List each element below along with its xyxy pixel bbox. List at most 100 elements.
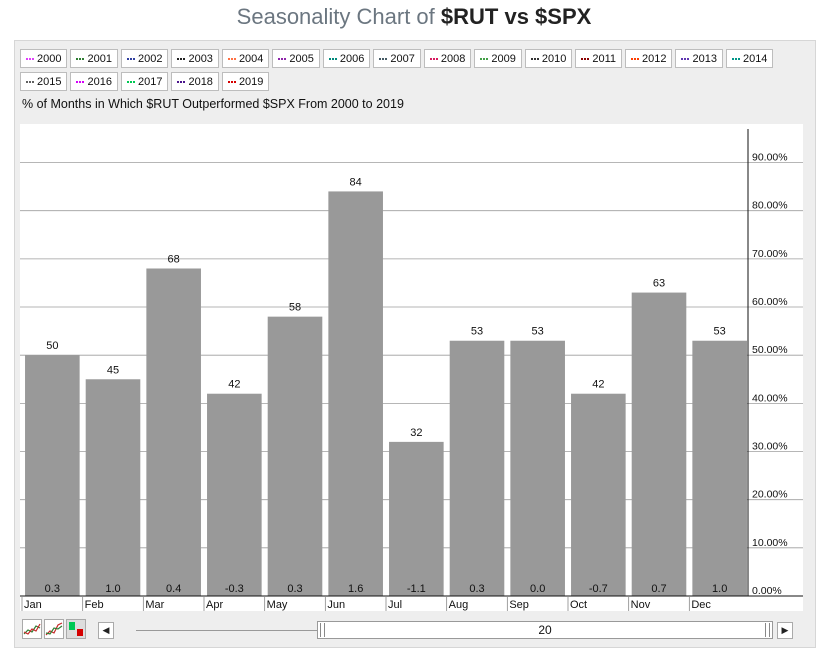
- bar-avg-label: -1.1: [407, 583, 426, 595]
- navigator-scrollbar[interactable]: 20: [317, 621, 773, 639]
- legend-swatch: [76, 73, 85, 83]
- legend-label: 2012: [641, 53, 667, 65]
- legend-item-2010[interactable]: 2010: [524, 49, 573, 68]
- bar-value-label: 42: [592, 379, 604, 391]
- legend-label: 2000: [37, 53, 62, 65]
- bar-avg-label: 1.0: [712, 583, 727, 595]
- bar-value-label: 42: [228, 379, 240, 391]
- left-handle[interactable]: [320, 623, 325, 637]
- line-chart-icon[interactable]: [22, 619, 42, 639]
- legend-item-2008[interactable]: 2008: [423, 49, 472, 68]
- title-prefix: Seasonality Chart of: [236, 4, 435, 29]
- y-tick-label: 60.00%: [752, 296, 788, 308]
- x-tick-label: Feb: [85, 599, 104, 611]
- legend-item-2019[interactable]: 2019: [221, 72, 270, 91]
- legend-item-2001[interactable]: 2001: [70, 49, 118, 68]
- bar-avg-label: -0.7: [589, 583, 608, 595]
- plot-area: 0.00% 10.00% 20.00% 30.00% 40.00% 50.00% 60.00…: [20, 124, 803, 611]
- x-tick-label: Jul: [388, 599, 402, 611]
- area-chart-icon[interactable]: [44, 619, 64, 639]
- bar-value-label: 58: [289, 302, 301, 314]
- scroll-left-button[interactable]: ◀: [98, 622, 114, 639]
- bar-avg-label: 0.7: [651, 583, 666, 595]
- legend-item-2011[interactable]: 2011: [575, 49, 622, 68]
- legend-swatch: [328, 50, 337, 60]
- legend-label: 2004: [238, 53, 264, 65]
- legend-swatch: [278, 50, 287, 60]
- legend-item-2012[interactable]: 2012: [624, 49, 673, 68]
- legend-label: 2015: [37, 76, 62, 88]
- navigator-value: 20: [538, 623, 552, 637]
- legend-item-2006[interactable]: 2006: [322, 49, 371, 68]
- bar-mar: [146, 268, 201, 596]
- x-tick-label: Oct: [570, 599, 587, 611]
- navigator-bar: ◀ 20 ▶: [20, 619, 800, 643]
- bar-value-label: 53: [714, 326, 726, 338]
- legend-item-2000[interactable]: 2000: [20, 49, 68, 68]
- bar-value-label: 68: [168, 253, 180, 265]
- legend-item-2016[interactable]: 2016: [70, 72, 118, 91]
- bar-jul: [389, 441, 444, 596]
- legend-label: 2019: [238, 76, 264, 88]
- chart-subtitle: % of Months in Which $RUT Outperformed $…: [22, 97, 404, 111]
- legend-label: 2010: [541, 53, 567, 65]
- x-tick-label: Nov: [631, 599, 651, 611]
- y-tick-label: 0.00%: [752, 585, 782, 597]
- legend-item-2005[interactable]: 2005: [272, 49, 320, 68]
- legend-swatch: [26, 50, 34, 60]
- bar-jun: [328, 191, 383, 596]
- legend-item-2015[interactable]: 2015: [20, 72, 68, 91]
- bar-value-label: 53: [471, 326, 483, 338]
- legend-swatch: [731, 50, 740, 60]
- legend-item-2017[interactable]: 2017: [120, 72, 169, 91]
- bar-avg-label: 0.3: [45, 583, 60, 595]
- legend-item-2004[interactable]: 2004: [221, 49, 270, 68]
- legend-swatch: [630, 50, 639, 60]
- area-chart-icon-graphic: [45, 622, 63, 636]
- legend-label: 2005: [289, 53, 314, 65]
- legend-item-2007[interactable]: 2007: [373, 49, 421, 68]
- bar-feb: [85, 379, 141, 596]
- legend-swatch: [429, 50, 438, 60]
- y-tick-label: 50.00%: [752, 344, 788, 356]
- y-tick-label: 80.00%: [752, 200, 788, 212]
- scroll-right-button[interactable]: ▶: [777, 622, 793, 639]
- legend-swatch: [681, 50, 690, 60]
- legend-item-2018[interactable]: 2018: [171, 72, 219, 91]
- legend-item-2003[interactable]: 2003: [171, 49, 219, 68]
- y-tick-label: 40.00%: [752, 392, 788, 404]
- bar-sep: [510, 340, 565, 596]
- legend-item-2014[interactable]: 2014: [725, 49, 774, 68]
- legend-label: 2002: [137, 53, 163, 65]
- bar-apr: [207, 393, 262, 596]
- legend-label: 2016: [87, 76, 112, 88]
- legend-label: 2013: [692, 53, 717, 65]
- right-handle[interactable]: [765, 623, 770, 637]
- legend-label: 2001: [87, 53, 112, 65]
- legend-label: 2011: [592, 53, 616, 65]
- legend-label: 2007: [390, 53, 415, 65]
- bar-value-label: 45: [107, 364, 119, 376]
- navigator-track: [136, 630, 326, 631]
- bar-jan: [25, 355, 80, 596]
- bar-avg-label: 1.0: [105, 583, 120, 595]
- bar-chart-icon[interactable]: [66, 619, 86, 639]
- legend-item-2009[interactable]: 2009: [474, 49, 522, 68]
- legend-item-2002[interactable]: 2002: [120, 49, 169, 68]
- title-symbols: $RUT vs $SPX: [440, 4, 592, 29]
- legend-label: 2018: [188, 76, 213, 88]
- x-tick-label: Sep: [509, 599, 529, 611]
- legend-label: 2008: [440, 53, 466, 65]
- y-tick-label: 30.00%: [752, 441, 788, 453]
- legend-swatch: [177, 50, 186, 60]
- bar-may: [267, 316, 323, 596]
- legend-swatch: [126, 73, 135, 83]
- legend-item-2013[interactable]: 2013: [675, 49, 723, 68]
- bar-chart: 0.00% 10.00% 20.00% 30.00% 40.00% 50.00% 60.00…: [20, 129, 803, 611]
- legend-label: 2014: [742, 53, 768, 65]
- bar-value-label: 53: [532, 326, 544, 338]
- legend-swatch: [126, 50, 135, 60]
- legend-swatch: [379, 50, 388, 60]
- bar-value-label: 50: [46, 340, 58, 352]
- legend-label: 2006: [339, 53, 365, 65]
